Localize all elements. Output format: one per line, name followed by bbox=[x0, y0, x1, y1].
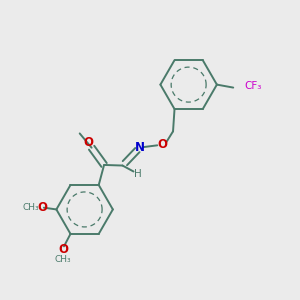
Text: CH₃: CH₃ bbox=[22, 203, 39, 212]
Text: O: O bbox=[158, 138, 168, 151]
Text: O: O bbox=[58, 243, 68, 256]
Text: CF₃: CF₃ bbox=[244, 81, 262, 91]
Text: N: N bbox=[135, 141, 145, 154]
Text: O: O bbox=[84, 136, 94, 149]
Text: H: H bbox=[134, 169, 142, 179]
Text: O: O bbox=[37, 201, 47, 214]
Text: CH₃: CH₃ bbox=[54, 255, 71, 264]
